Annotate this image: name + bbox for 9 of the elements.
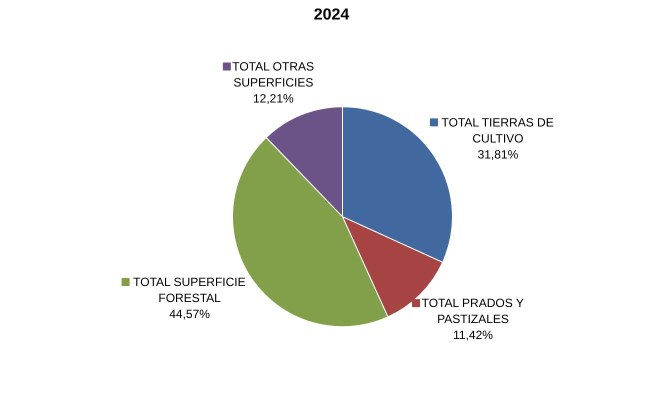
- legend-label: TOTAL TIERRAS DE CULTIVO: [441, 115, 554, 146]
- chart-title: 2024: [314, 6, 350, 24]
- data-label: 11,42%: [453, 328, 494, 342]
- data-label: 12,21%: [252, 91, 294, 106]
- data-label: 31,81%: [478, 147, 519, 162]
- legend-label: TOTAL OTRAS SUPERFICIES: [232, 60, 314, 90]
- data-label: 44,57%: [169, 306, 210, 321]
- legend-label: TOTAL SUPERFICIE FORESTAL: [133, 275, 246, 305]
- legend-label: TOTAL PRADOS Y PASTIZALES: [422, 296, 524, 326]
